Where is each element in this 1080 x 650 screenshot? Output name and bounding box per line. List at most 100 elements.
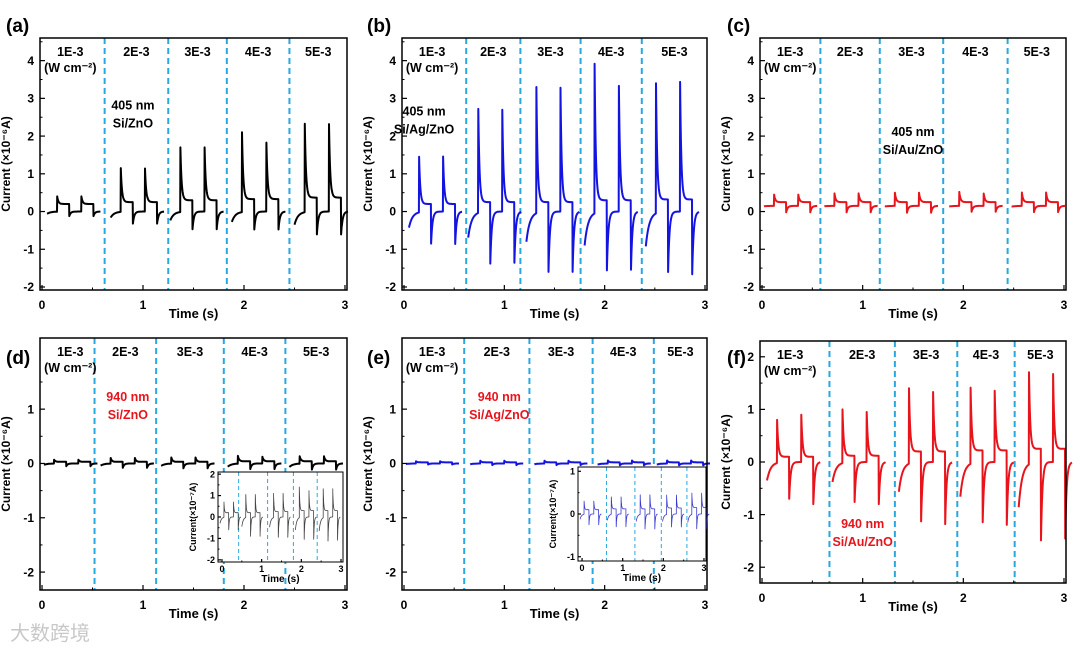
chart-panel-c: 0 1 2 3 -2 -1 0 1 2 3 4 Time (s) Current (×10⁻⁶A) (c)…	[719, 16, 1068, 321]
data-series-segment	[160, 456, 216, 470]
y-tick-label: -2	[385, 565, 396, 579]
watermark-logo: 大数跨境	[10, 621, 90, 645]
y-tick-label: -1	[207, 534, 215, 544]
data-series-segment	[169, 146, 225, 231]
segment-label: 5E-3	[1027, 348, 1053, 362]
inset-background	[578, 467, 706, 561]
data-series-segment	[884, 191, 939, 214]
panel-label: (b)	[367, 16, 391, 37]
y-axis-label: Current (×10⁻⁶A)	[361, 116, 375, 212]
segment-label: 1E-3	[777, 348, 803, 362]
x-axis-label: Time (s)	[261, 574, 299, 585]
y-tick-label: 0	[27, 457, 34, 471]
sample-annotation: Si/Au/ZnO	[883, 143, 944, 157]
y-tick-label: 3	[389, 92, 396, 106]
plot-frame	[759, 37, 1067, 291]
x-axis-label: Time (s)	[623, 573, 661, 584]
plot-frame	[39, 37, 348, 291]
segment-label: 3E-3	[177, 345, 203, 359]
x-tick-label: 3	[339, 564, 344, 574]
sample-annotation: 405 nm	[403, 104, 446, 118]
y-tick-label: 0	[210, 512, 215, 522]
data-series-segment	[469, 459, 524, 467]
y-tick-label: 1	[747, 167, 754, 181]
y-tick-label: -1	[743, 508, 754, 522]
y-tick-label: 0	[389, 457, 396, 471]
x-axis-label: Time (s)	[169, 306, 219, 321]
sample-annotation: 940 nm	[841, 517, 884, 531]
x-tick-label: 2	[299, 564, 304, 574]
y-tick-label: -1	[23, 242, 34, 256]
data-series-segment	[99, 457, 155, 469]
sample-annotation: 940 nm	[478, 390, 521, 404]
data-series-segment	[766, 413, 821, 506]
sample-annotation: 405 nm	[111, 99, 154, 113]
x-tick-label: 2	[601, 298, 608, 312]
x-tick-label: 1	[620, 563, 625, 573]
y-tick-label: 3	[747, 92, 754, 106]
segment-label: 3E-3	[537, 45, 563, 59]
sample-annotation: 405 nm	[891, 125, 934, 139]
segment-label: 4E-3	[973, 348, 999, 362]
x-axis-label: Time (s)	[530, 306, 580, 321]
sample-annotation: Si/Au/ZnO	[832, 535, 893, 549]
chart-panel-a: 0 1 2 3 -2 -1 0 1 2 3 4 Time (s) Current (×10⁻⁶A) (a)…	[0, 16, 349, 321]
segment-label: 3E-3	[913, 348, 939, 362]
data-series-segment	[467, 107, 522, 265]
x-tick-label: 2	[661, 563, 666, 573]
y-tick-label: 0	[389, 205, 396, 219]
y-tick-label: 1	[747, 403, 754, 417]
data-series-segment	[959, 386, 1015, 526]
x-tick-label: 3	[702, 298, 709, 312]
x-axis-label: Time (s)	[888, 306, 938, 321]
x-tick-label: 1	[859, 298, 866, 312]
y-tick-label: 1	[389, 167, 396, 181]
x-axis-label: Time (s)	[169, 606, 219, 621]
y-axis-label: Current (×10⁻⁶A)	[719, 116, 733, 212]
data-series-segment	[46, 195, 102, 218]
x-tick-label: 0	[219, 564, 224, 574]
x-tick-label: 3	[342, 298, 349, 312]
unit-label: (W cm⁻²)	[764, 364, 816, 378]
y-tick-label: 2	[27, 129, 34, 143]
segment-label: 2E-3	[484, 345, 510, 359]
data-series-segment	[293, 122, 349, 236]
y-axis-label: Current (×10⁻⁶A)	[0, 116, 13, 212]
y-tick-label: -2	[385, 280, 396, 294]
x-tick-label: 3	[1061, 591, 1068, 605]
x-tick-label: 2	[960, 298, 967, 312]
data-series-segment	[823, 192, 879, 214]
data-series-segment	[295, 486, 317, 540]
y-tick-label: 2	[210, 469, 215, 479]
segment-label: 3E-3	[548, 345, 574, 359]
segment-label: 5E-3	[305, 45, 331, 59]
x-tick-label: 2	[241, 598, 248, 612]
sample-annotation: Si/Ag/ZnO	[394, 122, 455, 136]
x-tick-label: 0	[401, 598, 408, 612]
segment-label: 5E-3	[667, 345, 693, 359]
y-tick-label: -1	[743, 242, 754, 256]
panel-label: (a)	[6, 16, 29, 37]
segment-label: 4E-3	[962, 45, 988, 59]
x-tick-label: 0	[759, 298, 766, 312]
x-axis-label: Time (s)	[888, 599, 938, 614]
segment-label: 1E-3	[419, 345, 445, 359]
data-series-segment	[43, 458, 99, 468]
y-tick-label: -2	[23, 280, 34, 294]
data-series-segment	[269, 493, 291, 538]
x-tick-label: 3	[701, 563, 706, 573]
data-series-segment	[288, 455, 344, 471]
segment-label: 2E-3	[112, 345, 138, 359]
y-tick-label: 1	[570, 466, 575, 476]
y-axis-label: Current (×10⁻⁶A)	[361, 416, 375, 512]
x-tick-label: 0	[580, 563, 585, 573]
x-tick-label: 0	[401, 298, 408, 312]
data-series-segment	[525, 86, 581, 273]
segment-label: 2E-3	[849, 348, 875, 362]
data-series-segment	[606, 496, 629, 528]
data-series-segment	[109, 167, 165, 225]
y-tick-label: 0	[27, 205, 34, 219]
